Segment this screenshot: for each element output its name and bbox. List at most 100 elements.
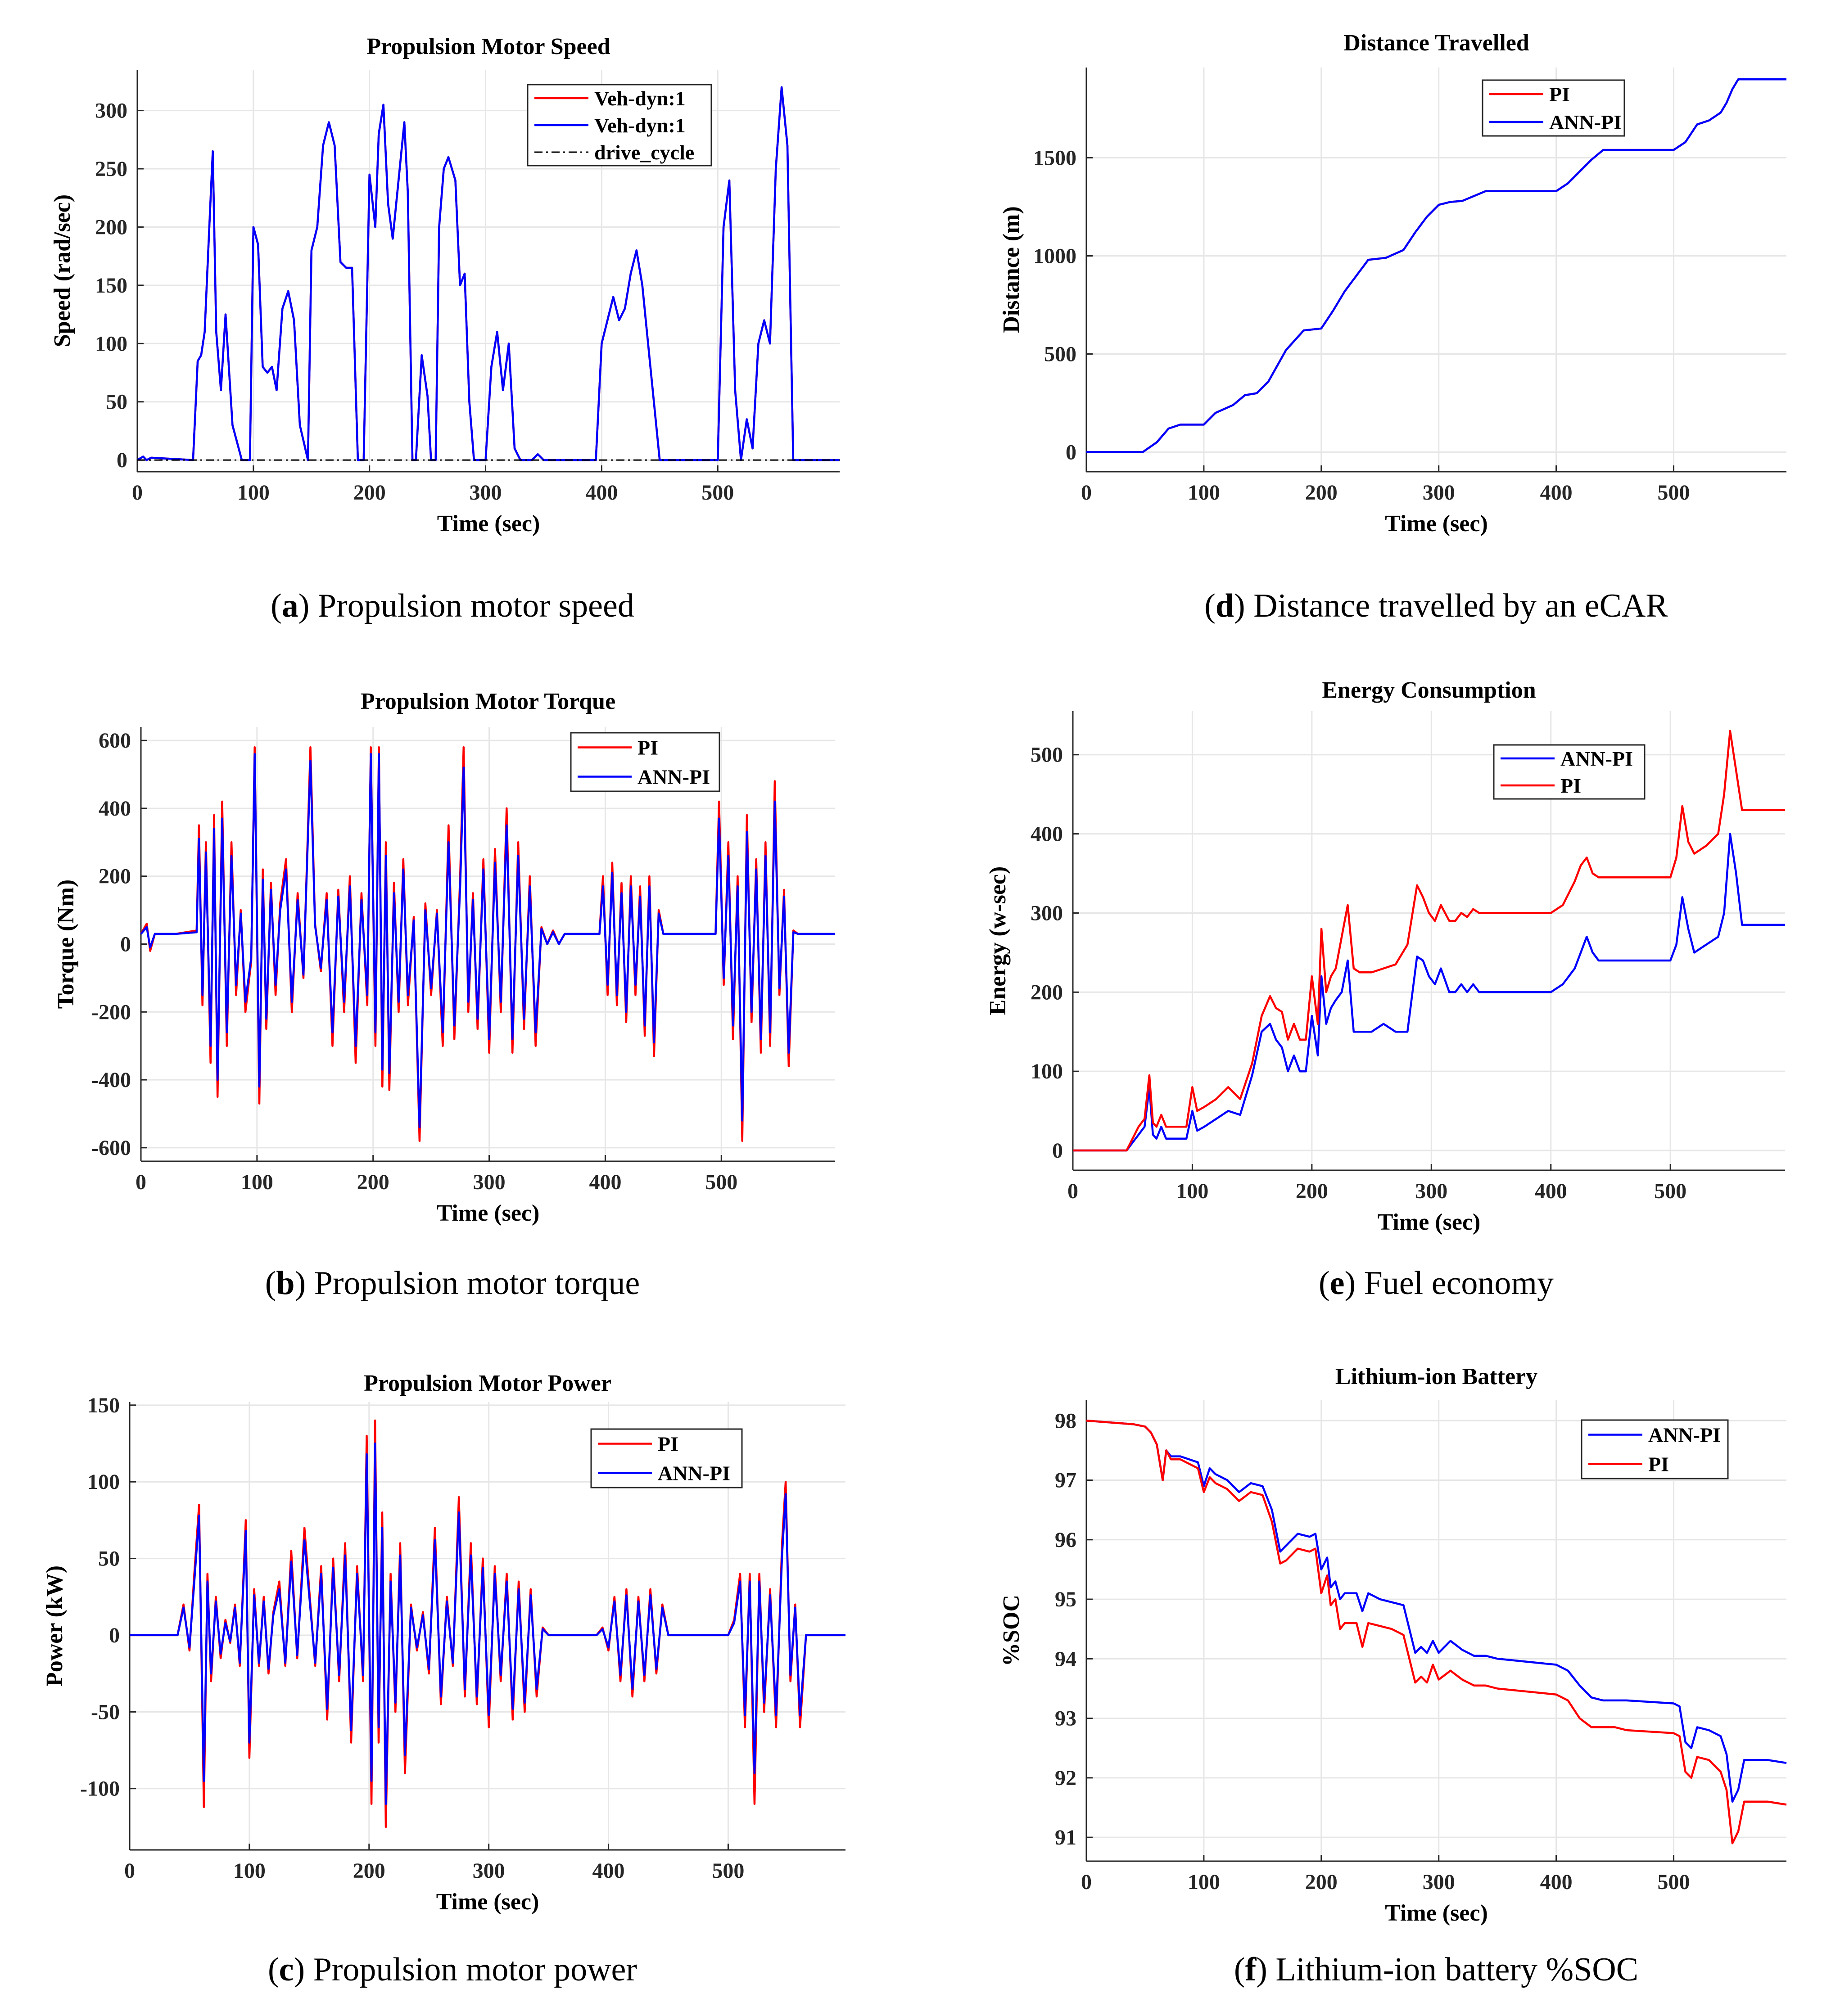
legend: PI ANN-PI [590, 1428, 743, 1488]
legend-label: Veh-dyn:1 [594, 87, 686, 110]
panel-caption: (a) Propulsion motor speed [271, 587, 634, 624]
x-tick-label: 200 [1305, 481, 1338, 505]
legend-label: drive_cycle [594, 141, 694, 164]
x-tick-label: 0 [136, 1170, 146, 1194]
y-tick-label: 250 [95, 157, 127, 181]
y-tick-label: -50 [91, 1700, 120, 1724]
x-tick-label: 0 [1081, 1870, 1092, 1894]
x-tick-label: 100 [1188, 481, 1220, 505]
y-tick-label: 200 [99, 865, 131, 888]
x-tick-label: 400 [589, 1170, 621, 1194]
chart-b: 0 100 200 300 400 500 -600 -400 -200 0 200 400 600 Pr… [53, 689, 835, 1226]
x-tick-label: 200 [1305, 1870, 1338, 1894]
series-line-ann-pi [1086, 78, 1786, 453]
x-tick-label: 500 [701, 481, 734, 505]
caption-paren-open: ( [265, 1265, 276, 1302]
x-tick-label: 0 [132, 481, 143, 505]
x-tick-label: 100 [233, 1859, 266, 1883]
series-line-pi [1086, 78, 1786, 453]
legend-label: ANN-PI [658, 1462, 730, 1485]
x-tick-label: 300 [473, 1170, 506, 1194]
x-tick-label: 500 [1658, 1870, 1690, 1894]
x-tick-label: 500 [712, 1859, 744, 1883]
legend-box [570, 732, 720, 792]
y-tick-label: 500 [1044, 342, 1076, 366]
legend-box [590, 1428, 743, 1488]
y-tick-label: 100 [87, 1470, 120, 1494]
chart-title: Propulsion Motor Speed [366, 34, 610, 59]
y-tick-label: 96 [1055, 1528, 1076, 1552]
caption-text: ) Propulsion motor torque [295, 1265, 640, 1302]
x-tick-label: 100 [237, 481, 270, 505]
legend-label: PI [1549, 83, 1570, 106]
legend-box [1493, 744, 1646, 800]
y-tick-label: 50 [98, 1547, 120, 1571]
x-tick-label: 400 [1535, 1179, 1567, 1203]
y-tick-label: 200 [95, 215, 127, 239]
legend: ANN-PI PI [1581, 1419, 1729, 1479]
x-tick-label: 500 [705, 1170, 737, 1194]
x-tick-label: 0 [124, 1859, 135, 1883]
y-tick-label: 93 [1055, 1707, 1076, 1731]
y-tick-label: -600 [91, 1136, 131, 1160]
chart-a: 0 100 200 300 400 500 0 50 100 150 200 250 300 Propul… [50, 34, 840, 537]
y-tick-label: 95 [1055, 1588, 1076, 1611]
y-tick-label: 0 [109, 1624, 120, 1647]
y-axis-label: Torque (Nm) [53, 879, 79, 1009]
x-tick-label: 100 [1188, 1870, 1220, 1894]
chart-title: Propulsion Motor Power [364, 1371, 611, 1396]
panel-caption: (f) Lithium-ion battery %SOC [1234, 1951, 1638, 1988]
series-line-ann-pi [130, 1442, 845, 1805]
y-tick-label: 200 [1031, 980, 1063, 1004]
y-tick-label: 98 [1055, 1409, 1076, 1433]
series-line-ann-pi [140, 753, 835, 1128]
y-tick-label: 300 [1031, 901, 1063, 925]
legend-label: Veh-dyn:1 [594, 114, 686, 137]
y-tick-label: 0 [117, 448, 127, 472]
y-tick-label: 400 [1031, 822, 1063, 846]
y-axis-label: Distance (m) [999, 206, 1024, 333]
x-tick-label: 200 [353, 1859, 385, 1883]
legend-label: PI [637, 736, 658, 759]
y-tick-label: -100 [80, 1777, 120, 1801]
caption-paren-open: ( [268, 1951, 279, 1988]
chart-title: Energy Consumption [1322, 677, 1536, 703]
chart-c: 0 100 200 300 400 500 -100 -50 0 50 100 150 Propulsi… [42, 1371, 845, 1915]
x-axis-label: Time (sec) [437, 1200, 540, 1226]
x-tick-label: 500 [1658, 481, 1690, 505]
series-line-pi [1073, 730, 1785, 1152]
x-tick-label: 100 [241, 1170, 273, 1194]
x-tick-label: 300 [1415, 1179, 1447, 1203]
chart-title: Lithium-ion Battery [1335, 1364, 1537, 1389]
caption-text: ) Propulsion motor power [294, 1951, 637, 1988]
x-tick-label: 200 [1296, 1179, 1328, 1203]
y-tick-label: 150 [95, 274, 127, 298]
panel-caption: (b) Propulsion motor torque [265, 1265, 640, 1302]
y-tick-label: 1000 [1033, 244, 1076, 268]
y-axis-label: Energy (w-sec) [985, 866, 1011, 1015]
x-tick-label: 300 [470, 481, 502, 505]
x-tick-label: 300 [1423, 1870, 1455, 1894]
y-tick-label: 0 [1052, 1139, 1063, 1163]
caption-letter: a [282, 587, 298, 624]
x-tick-label: 400 [592, 1859, 625, 1883]
caption-text: ) Propulsion motor speed [298, 587, 634, 624]
caption-letter: c [279, 1951, 294, 1988]
series-line-ann-pi [1086, 1420, 1787, 1803]
caption-letter: f [1245, 1951, 1257, 1988]
chart-title: Propulsion Motor Torque [361, 689, 615, 714]
x-axis-label: Time (sec) [1385, 1900, 1488, 1926]
series-line-ann-pi [1073, 833, 1785, 1152]
y-tick-label: 0 [120, 933, 131, 956]
y-tick-label: 300 [95, 99, 127, 123]
caption-paren-open: ( [1319, 1265, 1330, 1302]
y-tick-label: 97 [1055, 1469, 1076, 1493]
series-line-veh-dyn-1 [136, 86, 840, 461]
y-axis-label: %SOC [999, 1595, 1024, 1666]
y-tick-label: 150 [87, 1394, 120, 1417]
series-line-pi [1086, 1420, 1787, 1845]
legend-label: ANN-PI [1560, 747, 1633, 770]
y-tick-label: 100 [95, 332, 127, 356]
